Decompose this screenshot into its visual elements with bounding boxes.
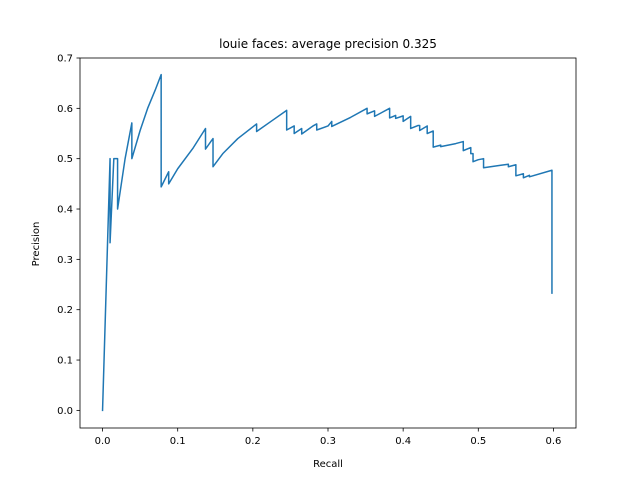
y-tick-label: 0.3 xyxy=(57,255,73,266)
y-tick-label: 0.6 xyxy=(57,104,73,115)
chart-title: louie faces: average precision 0.325 xyxy=(219,37,437,51)
precision-recall-line xyxy=(101,73,553,412)
axes: 0.0 0.1 0.2 0.3 0.4 0.5 0.6 0.0 0.1 0.2 0.3 0.4 0.5 0… xyxy=(57,54,577,447)
x-tick-label: 0.2 xyxy=(245,436,261,447)
y-tick-label: 0.7 xyxy=(57,54,73,65)
x-tick-label: 0.4 xyxy=(395,436,411,447)
y-axis-label: Precision xyxy=(31,222,42,267)
y-tick-label: 0.1 xyxy=(57,356,73,367)
y-tick-label: 0.5 xyxy=(57,154,73,165)
y-tick-label: 0.0 xyxy=(57,406,73,417)
x-tick-label: 0.6 xyxy=(546,436,562,447)
x-tick-label: 0.0 xyxy=(95,436,111,447)
y-tick-label: 0.4 xyxy=(57,205,73,216)
x-axis-label: Recall xyxy=(313,459,343,470)
y-tick-label: 0.2 xyxy=(57,305,73,316)
x-tick-label: 0.3 xyxy=(320,436,336,447)
x-tick-label: 0.5 xyxy=(470,436,486,447)
x-tick-label: 0.1 xyxy=(170,436,186,447)
plot-area xyxy=(101,73,553,412)
